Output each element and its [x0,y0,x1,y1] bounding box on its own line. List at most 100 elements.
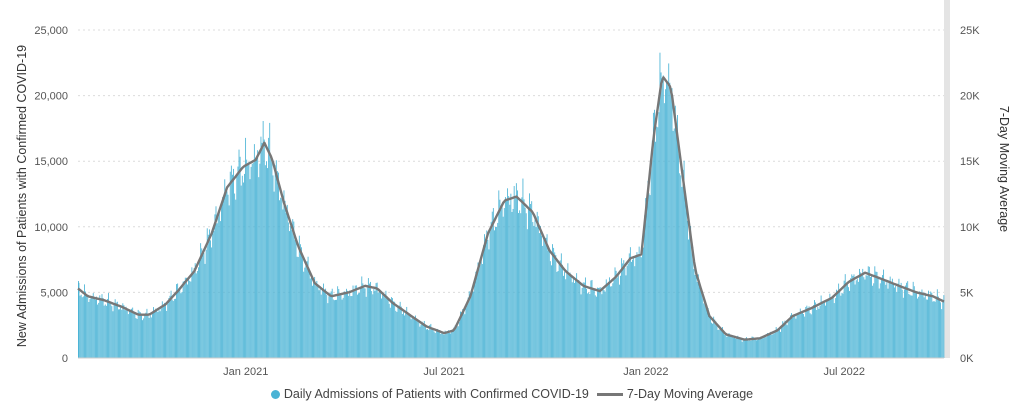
y2-tick-label: 10K [960,222,980,234]
daily-bar [829,293,831,358]
daily-bar [822,301,824,358]
daily-bar [475,271,477,358]
daily-bar [164,302,165,358]
daily-bar [456,324,458,358]
daily-bar [929,295,931,358]
daily-bar [734,337,735,358]
daily-bar [271,160,273,358]
daily-bar [932,301,934,358]
daily-bar [480,259,482,358]
daily-bar [150,317,152,358]
daily-bar [438,329,439,358]
daily-bar [307,256,309,358]
daily-bar [522,178,524,358]
daily-bar [891,278,893,358]
daily-bar [551,265,552,358]
daily-bar [207,234,209,358]
daily-bar [907,281,909,358]
daily-bar [605,279,607,358]
daily-bar [530,204,532,358]
daily-bar [404,315,405,358]
daily-bar [725,334,727,358]
daily-bar [693,269,695,358]
right-border-band [944,0,950,358]
daily-bar [918,296,920,358]
daily-bar [833,303,835,358]
daily-bar [232,174,233,358]
daily-bar [697,274,699,358]
daily-bar [826,301,828,358]
y-tick-label: 10,000 [34,222,68,234]
daily-bar [185,277,187,358]
daily-bar [390,297,392,358]
daily-bar [875,271,877,358]
daily-bar [338,288,340,358]
daily-bar [314,276,316,358]
daily-bar [148,317,150,358]
daily-bar [165,304,166,358]
daily-bar [378,289,380,358]
daily-bar [388,303,390,358]
daily-bar [617,275,619,358]
daily-bar [121,309,123,358]
daily-bar [736,337,738,358]
daily-bar [124,310,126,358]
daily-bar [776,328,778,358]
daily-bar [190,281,192,358]
daily-bar [769,332,771,358]
daily-bar [81,297,83,358]
daily-bar [295,241,297,358]
daily-bar [669,82,671,358]
daily-bar [738,337,740,358]
daily-bar [870,277,871,358]
daily-bar [816,309,818,358]
daily-bar [363,287,365,358]
legend-item-daily-admissions[interactable]: Daily Admissions of Patients with Confir… [270,387,589,401]
daily-bar [389,307,391,358]
daily-bar [462,309,464,358]
daily-bar [893,284,894,358]
y2-tick-label: 25K [960,25,980,37]
daily-bar [941,309,943,358]
daily-bar [260,136,262,358]
daily-bar [382,293,384,358]
daily-bar [657,127,659,358]
daily-bar [655,141,656,358]
daily-bar [130,311,131,358]
daily-bar [665,89,666,358]
daily-bar [261,142,263,358]
daily-bar [118,309,119,358]
daily-bar [823,301,825,358]
daily-bar [499,199,501,358]
daily-bar [921,289,923,358]
daily-bar [594,295,596,358]
daily-bar [153,307,154,358]
daily-bar [877,277,879,358]
daily-bar [864,279,866,358]
daily-bar [257,150,259,358]
daily-bar [608,281,609,358]
legend-item-moving-average[interactable]: 7-Day Moving Average [596,387,753,401]
daily-bar [380,292,381,358]
daily-bar [422,323,424,358]
daily-bar [447,330,449,358]
daily-bar [923,297,925,358]
daily-bar [270,155,272,358]
daily-bar [610,286,612,358]
daily-bar [660,72,662,358]
daily-bar [672,130,674,358]
daily-bar [563,275,564,358]
daily-bar [450,333,452,358]
daily-bar [679,173,681,358]
daily-bar [428,330,430,358]
daily-bar [142,320,143,358]
daily-bar [583,282,585,358]
daily-bar [867,266,869,358]
daily-bar [201,248,203,358]
daily-bar [365,296,367,358]
daily-bar [93,297,95,358]
daily-bar [432,329,434,358]
daily-bar [78,280,79,358]
x-tick-label: Jul 2021 [423,366,465,378]
daily-bar [110,303,112,358]
